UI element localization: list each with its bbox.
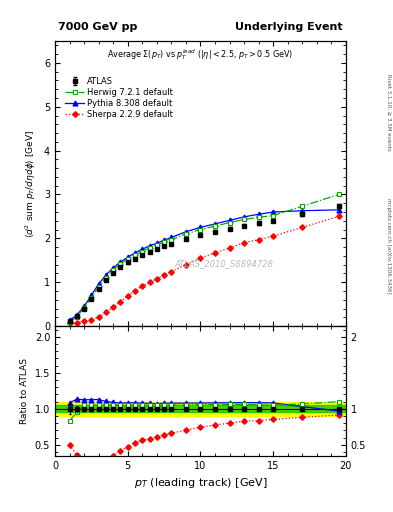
Text: 7000 GeV pp: 7000 GeV pp [58,23,137,32]
Pythia 8.308 default [256,211,261,217]
Herwig 7.2.1 default [82,305,86,311]
Pythia 8.308 default [67,317,72,324]
Line: Sherpa 2.2.9 default: Sherpa 2.2.9 default [68,215,340,326]
Pythia 8.308 default [154,240,159,246]
Herwig 7.2.1 default [242,217,246,223]
Herwig 7.2.1 default [227,220,232,226]
Herwig 7.2.1 default [169,237,174,243]
Line: Herwig 7.2.1 default: Herwig 7.2.1 default [67,192,341,324]
Pythia 8.308 default [198,224,203,230]
Herwig 7.2.1 default [111,267,116,273]
Herwig 7.2.1 default [89,294,94,301]
Pythia 8.308 default [104,272,108,278]
Herwig 7.2.1 default [256,214,261,220]
Herwig 7.2.1 default [133,252,138,258]
Sherpa 2.2.9 default [104,309,108,315]
Text: Underlying Event: Underlying Event [235,23,343,32]
Herwig 7.2.1 default [140,248,145,254]
Text: Average $\Sigma(p_T)$ vs $p_T^{lead}$ ($|\eta| < 2.5$, $p_T > 0.5$ GeV): Average $\Sigma(p_T)$ vs $p_T^{lead}$ ($… [107,47,294,61]
Pythia 8.308 default [213,221,217,227]
Herwig 7.2.1 default [67,318,72,325]
Sherpa 2.2.9 default [82,318,86,325]
Sherpa 2.2.9 default [75,319,79,326]
Sherpa 2.2.9 default [96,314,101,320]
Herwig 7.2.1 default [104,275,108,281]
Herwig 7.2.1 default [271,212,275,219]
Bar [55,402,346,416]
Herwig 7.2.1 default [336,191,341,198]
Pythia 8.308 default [227,217,232,223]
Herwig 7.2.1 default [162,239,167,245]
Sherpa 2.2.9 default [256,237,261,243]
Herwig 7.2.1 default [300,203,305,209]
Pythia 8.308 default [111,265,116,271]
Sherpa 2.2.9 default [162,272,167,278]
Pythia 8.308 default [89,292,94,298]
Herwig 7.2.1 default [125,257,130,263]
Line: Pythia 8.308 default: Pythia 8.308 default [67,207,341,323]
Pythia 8.308 default [169,234,174,241]
Pythia 8.308 default [147,243,152,249]
Pythia 8.308 default [82,303,86,309]
Sherpa 2.2.9 default [154,275,159,282]
Text: Rivet 3.1.10, ≥ 3.5M events: Rivet 3.1.10, ≥ 3.5M events [386,74,391,151]
Legend: ATLAS, Herwig 7.2.1 default, Pythia 8.308 default, Sherpa 2.2.9 default: ATLAS, Herwig 7.2.1 default, Pythia 8.30… [62,74,176,122]
Sherpa 2.2.9 default [89,316,94,323]
Sherpa 2.2.9 default [242,240,246,246]
Herwig 7.2.1 default [184,231,188,237]
Pythia 8.308 default [118,259,123,265]
Text: mcplots.cern.ch [arXiv:1306.3436]: mcplots.cern.ch [arXiv:1306.3436] [386,198,391,293]
Sherpa 2.2.9 default [147,279,152,285]
Herwig 7.2.1 default [213,223,217,229]
Y-axis label: $\langle d^2$ sum $p_T/d\eta d\phi\rangle$ [GeV]: $\langle d^2$ sum $p_T/d\eta d\phi\rangl… [24,130,39,238]
Sherpa 2.2.9 default [198,255,203,261]
Sherpa 2.2.9 default [271,233,275,239]
Sherpa 2.2.9 default [67,321,72,327]
Pythia 8.308 default [96,281,101,287]
Sherpa 2.2.9 default [125,293,130,299]
Pythia 8.308 default [184,229,188,235]
Sherpa 2.2.9 default [118,298,123,305]
Sherpa 2.2.9 default [184,262,188,268]
Pythia 8.308 default [242,214,246,220]
Pythia 8.308 default [271,209,275,215]
Sherpa 2.2.9 default [169,269,174,275]
Herwig 7.2.1 default [154,242,159,248]
Pythia 8.308 default [300,208,305,214]
Text: ATLAS_2010_S8894728: ATLAS_2010_S8894728 [174,259,273,268]
Sherpa 2.2.9 default [133,287,138,293]
Herwig 7.2.1 default [96,284,101,290]
X-axis label: $p_T$ (leading track) [GeV]: $p_T$ (leading track) [GeV] [134,476,267,490]
Herwig 7.2.1 default [147,245,152,251]
Sherpa 2.2.9 default [111,304,116,310]
Pythia 8.308 default [336,207,341,213]
Sherpa 2.2.9 default [213,250,217,256]
Pythia 8.308 default [140,246,145,252]
Herwig 7.2.1 default [198,226,203,232]
Y-axis label: Ratio to ATLAS: Ratio to ATLAS [20,358,29,424]
Pythia 8.308 default [133,250,138,256]
Sherpa 2.2.9 default [300,224,305,230]
Sherpa 2.2.9 default [336,214,341,220]
Herwig 7.2.1 default [75,314,79,320]
Bar [55,406,346,413]
Herwig 7.2.1 default [118,261,123,267]
Pythia 8.308 default [162,237,167,243]
Sherpa 2.2.9 default [140,283,145,289]
Sherpa 2.2.9 default [227,245,232,251]
Pythia 8.308 default [75,312,79,318]
Pythia 8.308 default [125,254,130,260]
